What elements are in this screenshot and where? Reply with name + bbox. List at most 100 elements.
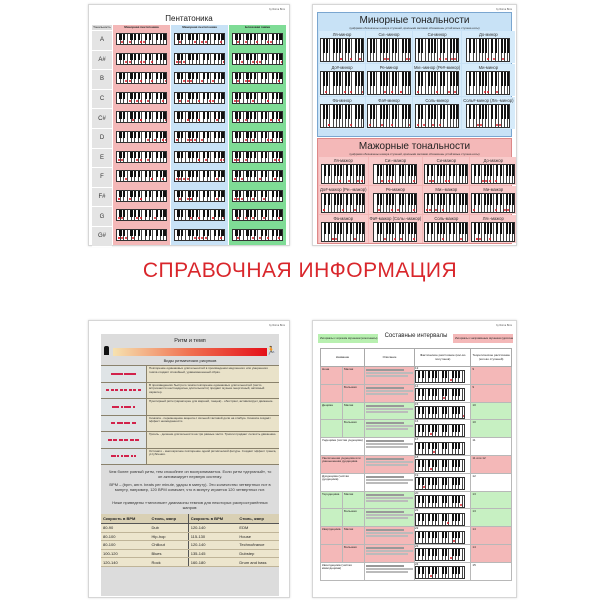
bpm-cell: Chillout [149, 540, 189, 550]
semitone-count: 16 [415, 419, 419, 424]
black-key [462, 165, 465, 177]
white-key [340, 39, 343, 61]
note-marker [448, 91, 451, 93]
rhythm-note-mark [124, 405, 132, 408]
rhythm-description: Синкопа - перемещение акцента с сильной … [147, 415, 279, 431]
note-marker [446, 521, 449, 524]
black-key [490, 165, 493, 177]
black-key [421, 442, 424, 450]
black-key [357, 39, 360, 53]
black-key [260, 190, 264, 197]
black-key [137, 230, 141, 237]
note-marker [128, 41, 131, 43]
black-key [144, 151, 148, 158]
black-key [188, 92, 191, 99]
piano-keyboard [415, 530, 465, 544]
key-name: Ре-мажор [385, 187, 405, 192]
white-key [150, 112, 154, 123]
note-marker [165, 80, 166, 83]
black-key [119, 171, 122, 178]
white-key [240, 151, 244, 162]
black-key [449, 39, 452, 53]
white-key [436, 407, 440, 418]
black-key [421, 424, 424, 432]
white-key [351, 165, 354, 183]
black-key [428, 495, 431, 503]
note-marker [197, 158, 200, 161]
black-key [346, 194, 349, 206]
black-key [454, 495, 458, 503]
black-key [253, 151, 257, 158]
rhythm-note-mark [110, 389, 114, 392]
white-key [124, 190, 128, 201]
black-key [474, 165, 477, 177]
black-key [130, 112, 133, 119]
black-key [250, 190, 253, 197]
black-key [414, 223, 417, 235]
black-key [335, 72, 338, 86]
rhythm-note-mark [132, 405, 135, 408]
black-key [279, 132, 282, 139]
interval-keyboard-cell: 22 [413, 526, 472, 545]
black-key [487, 194, 490, 206]
black-key [202, 190, 206, 197]
black-key [279, 53, 282, 60]
note-marker [354, 209, 357, 211]
note-marker [362, 91, 363, 93]
rhythm-pattern [101, 448, 147, 464]
rhythm-note-mark [124, 438, 129, 441]
interval-keyboard-cell: 13 [413, 366, 472, 385]
major-section: Мажорные тональности (цифрами обозначены… [317, 138, 517, 244]
black-key [144, 132, 148, 139]
black-key [427, 194, 430, 206]
black-key [130, 92, 133, 99]
rhythm-row: Повторение одинаковых длительностей в пр… [101, 366, 279, 383]
key-cell: Ми-мажор [470, 186, 517, 214]
black-key [444, 389, 448, 397]
white-key [491, 165, 495, 183]
black-key [123, 230, 126, 237]
black-key [434, 371, 438, 379]
black-key [451, 389, 454, 397]
white-key [444, 39, 448, 61]
black-key [434, 460, 438, 468]
black-key [163, 230, 166, 237]
black-key [462, 223, 465, 235]
black-key [483, 223, 486, 235]
white-key [491, 194, 495, 212]
note-marker [494, 180, 497, 182]
black-key [407, 165, 410, 177]
white-key [255, 132, 259, 142]
black-key [155, 132, 159, 139]
black-key [246, 151, 249, 158]
note-marker [237, 217, 240, 220]
note-marker [175, 60, 178, 63]
key-name: Соль-мажор [434, 216, 459, 221]
black-key [163, 92, 166, 99]
black-key [123, 132, 126, 139]
black-key [235, 230, 238, 237]
black-key [431, 424, 434, 432]
black-key [458, 424, 461, 432]
rhythm-note-mark [124, 372, 137, 375]
note-marker [197, 99, 200, 102]
black-key [130, 171, 133, 178]
black-key [235, 132, 238, 139]
note-marker [233, 178, 236, 181]
white-key [454, 223, 457, 241]
white-key [124, 132, 128, 142]
note-marker [241, 178, 244, 181]
black-key [221, 92, 224, 99]
white-key [327, 39, 331, 61]
rhythm-sheet: by Roma Bros Ритм и темп 🏃 Виды ритмичес… [88, 320, 290, 598]
black-key [324, 165, 327, 177]
intervals-table: Название Описание Фактическое расстояние (… [320, 348, 512, 581]
black-key [253, 92, 257, 99]
black-key [434, 424, 438, 432]
white-key [446, 424, 450, 436]
white-key [182, 34, 186, 44]
piano-keyboard [321, 193, 366, 213]
key-cell: Си♭-мажор [368, 157, 423, 185]
piano-keyboard [116, 91, 167, 104]
rhythm-note-mark [106, 389, 110, 392]
